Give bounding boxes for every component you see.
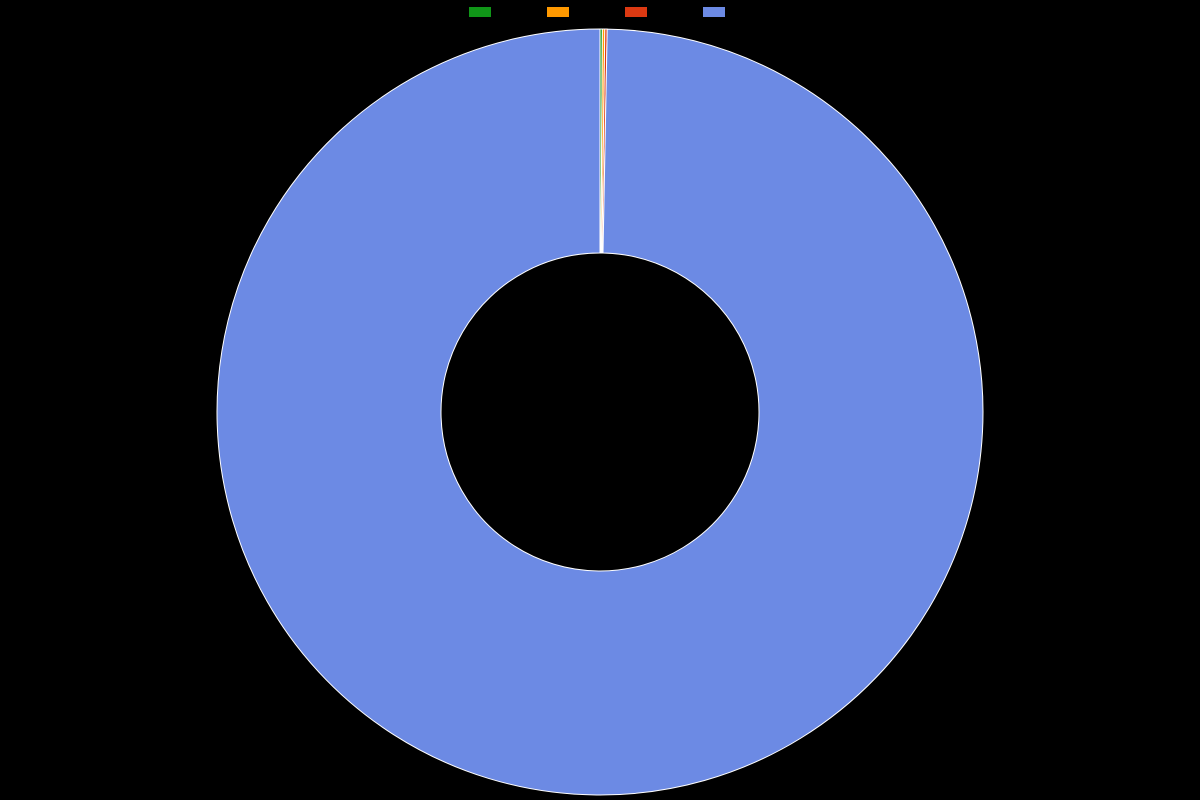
donut-chart <box>0 0 1200 800</box>
chart-stage <box>0 0 1200 800</box>
donut-slice-3[interactable] <box>217 29 983 795</box>
donut-chart-container <box>0 0 1200 800</box>
